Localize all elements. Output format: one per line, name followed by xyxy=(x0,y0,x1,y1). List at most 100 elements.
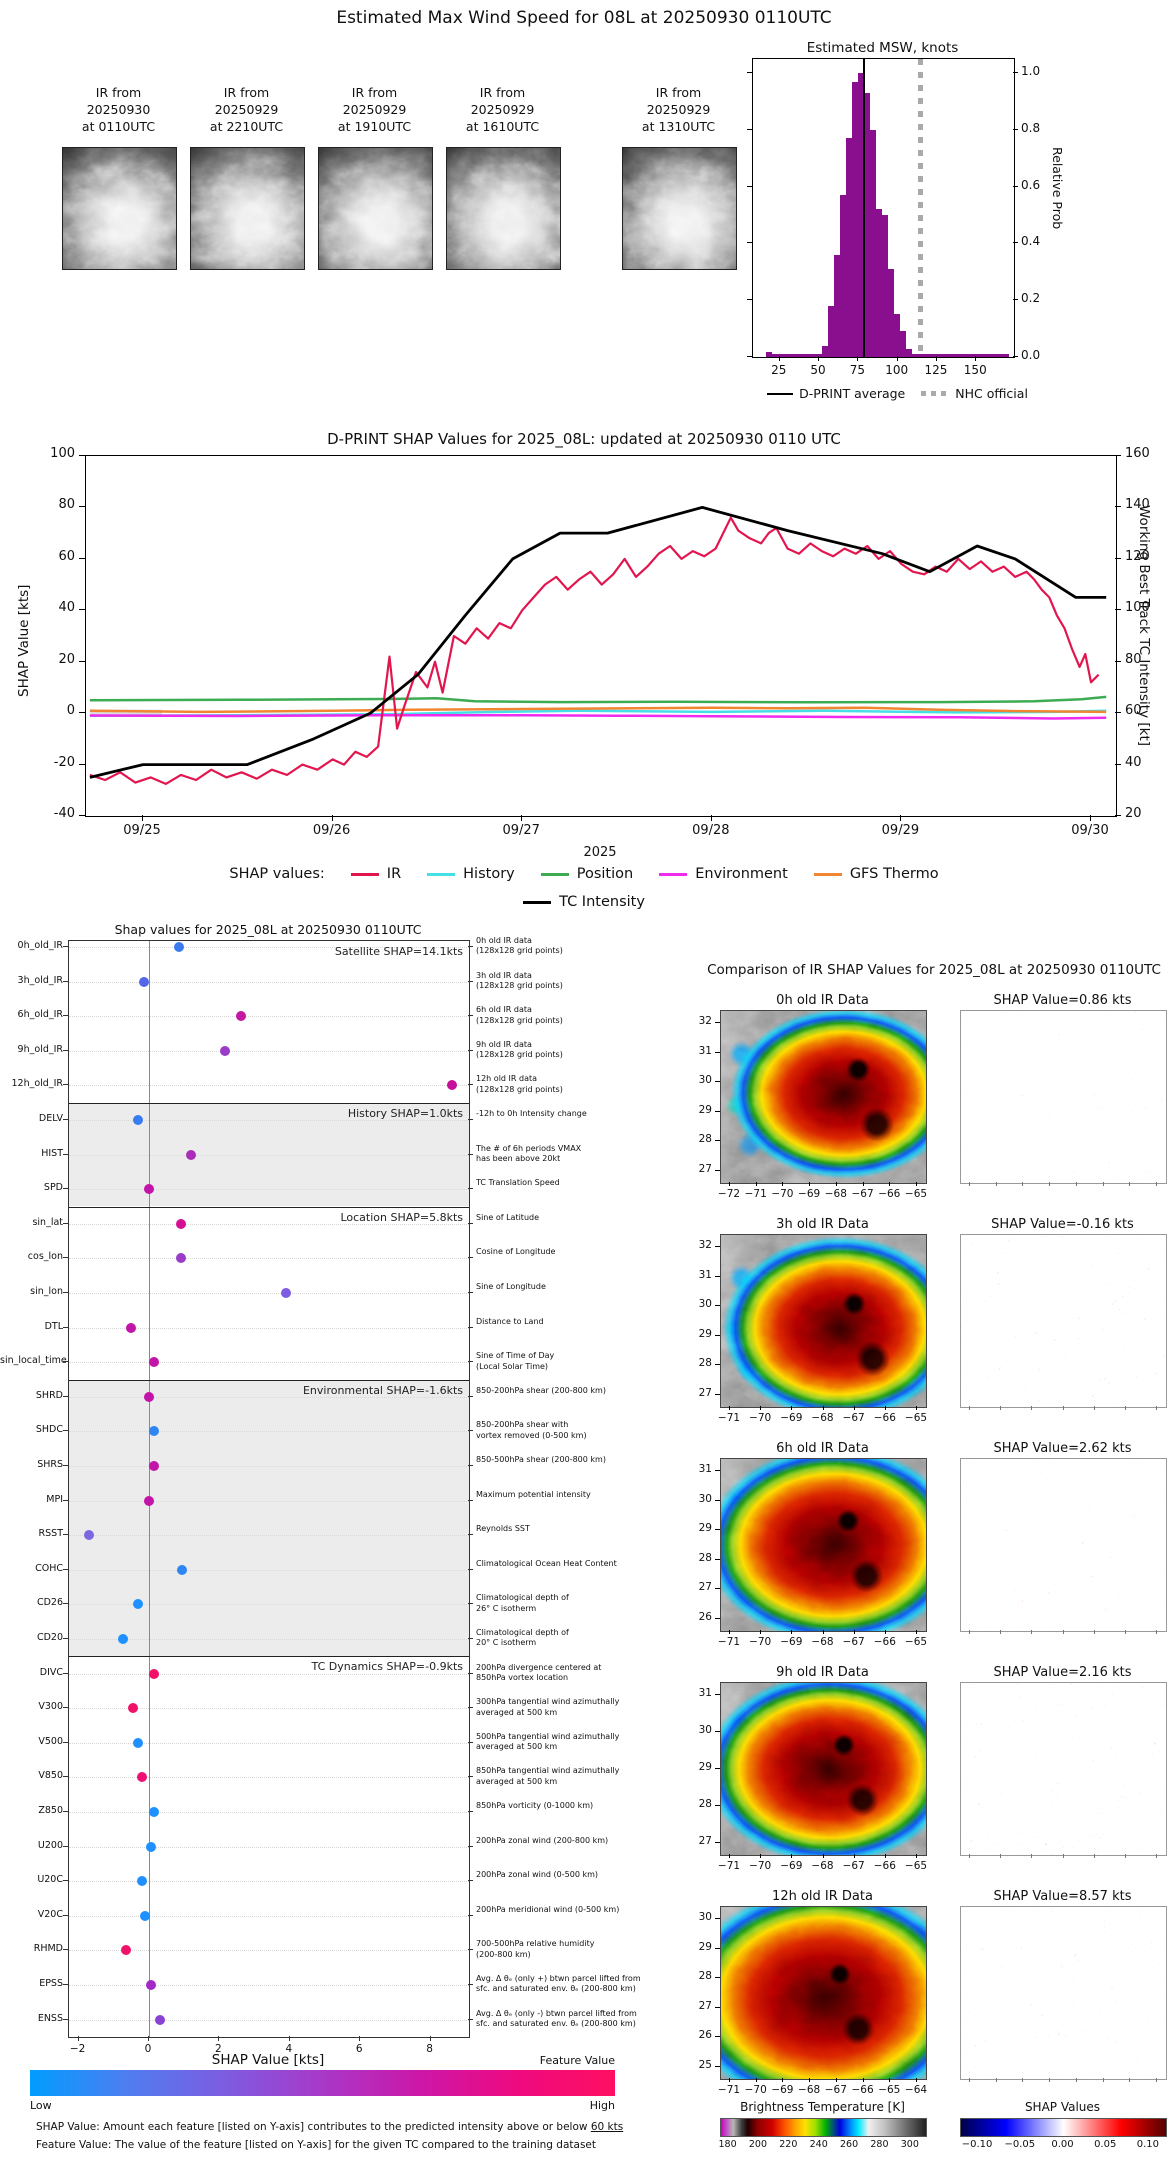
feature-label-HIST: HIST xyxy=(41,1147,63,1159)
histogram-xtick-mark xyxy=(896,356,898,361)
timeseries-ytick-mark-left xyxy=(79,712,85,714)
ir-map-lon-tick-label: −71 xyxy=(717,2084,741,2096)
featurevalue-colorbar xyxy=(30,2070,615,2096)
ir-map-lon-tick-label: −70 xyxy=(744,2084,767,2096)
feature-dot-cos_lon xyxy=(175,1253,186,1264)
ir-map-lon-tick-mark xyxy=(822,1854,824,1858)
ir-map-lon-tick-label: −67 xyxy=(824,2084,847,2096)
timeseries-xtick-label: 09/30 xyxy=(1071,823,1109,838)
shap-map-noise xyxy=(961,1011,1166,1183)
dotplot-ytick-left xyxy=(63,1153,68,1155)
feature-desc-HIST: The # of 6h periods VMAX has been above … xyxy=(476,1143,582,1163)
feature-desc-EPSS: Avg. Δ θₑ (only +) btwn parcel lifted fr… xyxy=(476,1974,641,1994)
ir-map-lon-tick-mark xyxy=(884,1630,886,1634)
shap-map-lon-tick-mark xyxy=(969,1406,970,1410)
dotplot-ytick-left xyxy=(63,1465,68,1466)
shap-map-lon-tick-mark xyxy=(1022,2078,1024,2082)
dotplot-ytick-right xyxy=(468,1949,473,1951)
ir-map-lat-tick-label: 29 xyxy=(698,1103,712,1116)
shap-map-lon-tick-mark xyxy=(1124,1630,1126,1634)
ir-map-lat-tick-mark xyxy=(715,1842,720,1843)
shap-map-noise xyxy=(961,1235,1166,1407)
ir-map-lat-tick-mark xyxy=(715,1140,720,1142)
dotplot-row-gridline xyxy=(69,1950,469,1952)
dotplot-ytick-left xyxy=(63,1326,68,1328)
dotplot-ytick-left xyxy=(63,1568,68,1570)
ir-map-lon-tick-mark xyxy=(916,1182,917,1186)
dotplot-ytick-right xyxy=(468,1119,473,1120)
feature-label-MPI: MPI xyxy=(46,1493,63,1505)
shap-map-noise xyxy=(961,1683,1166,1855)
histogram-bar xyxy=(822,345,828,357)
dprint-average-line-sample xyxy=(767,392,794,395)
ir-map-lat-tick-mark xyxy=(715,1529,720,1531)
timeseries-ytick-label-left: -20 xyxy=(53,754,75,770)
histogram-xtick-mark xyxy=(778,356,780,361)
histogram-bar xyxy=(827,305,834,357)
shapvalues-colorbar-title: SHAP Values xyxy=(1024,2100,1101,2114)
dotplot-zero-gridline xyxy=(149,941,150,2037)
dotplot-ytick-left xyxy=(63,1084,68,1086)
ir-map-lat-tick-label: 30 xyxy=(698,1911,712,1923)
feature-label-COHC: COHC xyxy=(35,1562,63,1574)
ir-map-lon-tick-label: −64 xyxy=(904,2084,928,2096)
dotplot-ytick-right xyxy=(468,1188,473,1190)
dotplot-ytick-left xyxy=(63,1015,68,1017)
histogram-bar xyxy=(839,195,846,357)
timeseries-ytick-mark-right xyxy=(1115,455,1121,456)
ir-map-lat-tick-mark xyxy=(715,1110,720,1112)
dotplot-row-gridline xyxy=(69,2019,469,2021)
ir-map-lat-tick-mark xyxy=(715,1051,720,1053)
timeseries-ytick-mark-right xyxy=(1115,557,1121,559)
ir-map-texture xyxy=(721,1683,926,1855)
histogram-ytick-label: 0.2 xyxy=(1021,291,1041,306)
nhc-official-legend-label: NHC official xyxy=(955,386,1028,401)
timeseries-legend-item-tc-intensity: TC Intensity xyxy=(523,894,645,910)
dotplot-section-divider xyxy=(69,1379,469,1381)
shap-map-image xyxy=(960,1682,1167,1856)
ir-thumbnail-image xyxy=(622,147,737,270)
feature-desc-DTL: Distance to Land xyxy=(476,1316,544,1326)
ir-map-lat-tick-mark xyxy=(715,1805,720,1806)
legend-line-sample xyxy=(427,872,456,876)
dotplot-section-header: Location SHAP=5.8kts xyxy=(340,1210,463,1224)
dotplot-ytick-left xyxy=(63,1292,68,1293)
timeseries-xtick-mark xyxy=(1090,815,1091,821)
ir-map-lon-tick-mark xyxy=(782,1182,784,1186)
timeseries-xtick-label: 09/25 xyxy=(123,823,161,838)
feature-dot-COHC xyxy=(177,1564,188,1575)
dotplot-ytick-right xyxy=(468,1465,473,1466)
page-title: Estimated Max Wind Speed for 08L at 2025… xyxy=(336,8,832,28)
bt-colorbar-tick-label: 260 xyxy=(839,2139,859,2150)
ir-map-texture xyxy=(721,1459,926,1631)
ir-map-lat-tick-label: 27 xyxy=(698,1835,712,1847)
histogram-xtick-mark xyxy=(935,356,937,361)
shap-map-lon-tick-mark xyxy=(1156,1854,1157,1858)
shapvalues-colorbar-tick-label: 0.00 xyxy=(1051,2139,1074,2150)
histogram-ytick-mark-left xyxy=(747,242,752,244)
ir-map-lon-tick-mark xyxy=(791,1630,793,1634)
ir-map-lon-tick-label: −70 xyxy=(749,1860,772,1872)
dotplot-ytick-left xyxy=(63,1672,68,1674)
shap-map-lon-tick-mark xyxy=(1156,1406,1157,1410)
shap-map-image xyxy=(960,1906,1167,2080)
ir-map-title: 12h old IR Data xyxy=(772,1889,873,1904)
ir-map-lat-tick-label: 32 xyxy=(698,1015,712,1027)
timeseries-ytick-label-right: 140 xyxy=(1125,497,1150,513)
dotplot-ytick-right xyxy=(468,1914,473,1916)
ir-map-title: 3h old IR Data xyxy=(776,1217,869,1232)
feature-desc-SPD: TC Translation Speed xyxy=(476,1178,560,1188)
feature-label-RSST: RSST xyxy=(38,1528,63,1540)
ir-map-lat-tick-mark xyxy=(715,1588,720,1590)
timeseries-xtick-mark xyxy=(142,815,143,821)
timeseries-ytick-label-left: 80 xyxy=(58,497,75,513)
feature-label-12h_old_IR: 12h_old_IR xyxy=(11,1078,64,1090)
shap-map-lon-tick-mark xyxy=(969,2078,970,2082)
feature-dot-ENSS xyxy=(154,2014,165,2025)
ir-map-lon-tick-label: −69 xyxy=(771,2084,794,2096)
timeseries-legend-title: SHAP values: xyxy=(229,866,325,882)
feature-desc-sin_lat: Sine of Latitude xyxy=(476,1212,540,1222)
ir-map-lon-tick-mark xyxy=(729,1854,730,1858)
comparison-title: Comparison of IR SHAP Values for 2025_08… xyxy=(707,962,1161,978)
timeseries-xlabel: 2025 xyxy=(583,845,617,860)
